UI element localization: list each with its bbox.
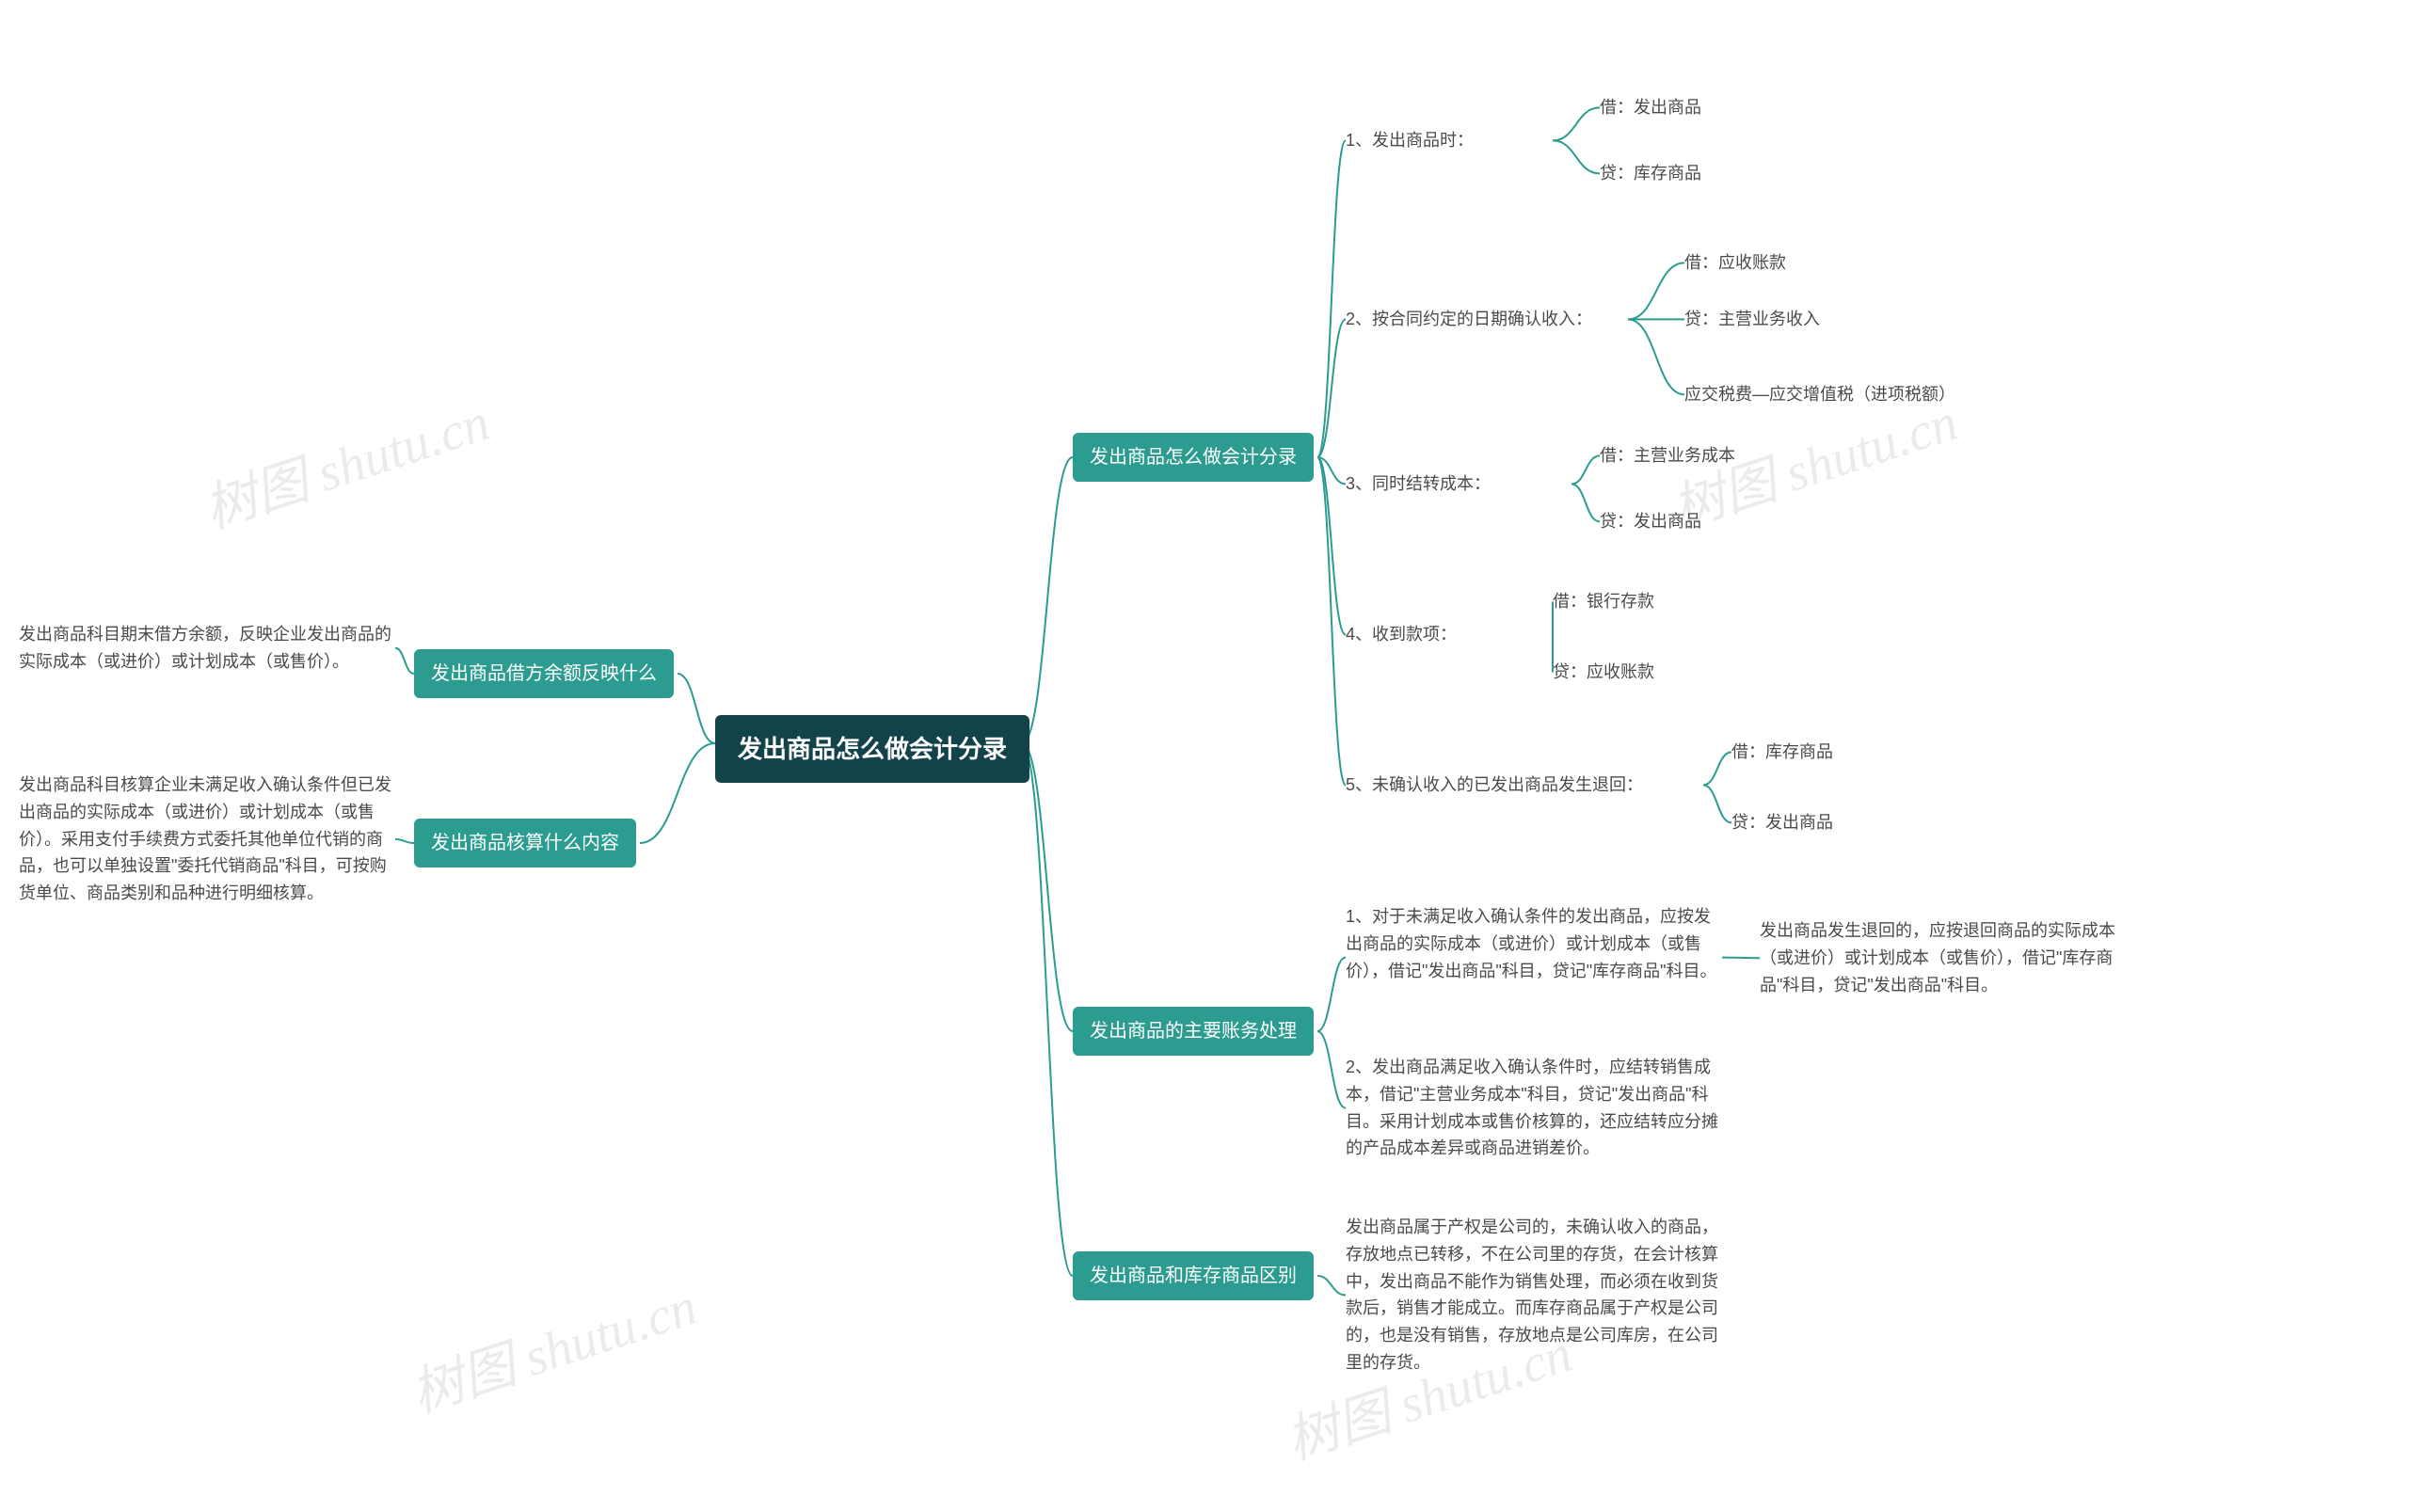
leaf-text: 借：应收账款 [1684,249,1786,277]
branch-node-n_r2[interactable]: 发出商品的主要账务处理 [1073,1007,1314,1056]
leaf-text: 贷：库存商品 [1600,160,1701,187]
edge [1553,107,1600,140]
leaf-text: 发出商品属于产权是公司的，未确认收入的商品，存放地点已转移，不在公司里的存货，在… [1346,1214,1722,1377]
edge [1722,958,1760,959]
edge [1703,785,1731,822]
branch-node-n_left2[interactable]: 发出商品核算什么内容 [414,819,636,867]
leaf-text: 应交税费—应交增值税（进项税额） [1684,381,1955,408]
edge [1317,140,1346,457]
edge [1022,743,1073,1276]
edge [1703,752,1731,785]
edge [1571,484,1600,521]
edge [1022,743,1073,1031]
leaf-text: 发出商品科目核算企业未满足收入确认条件但已发出商品的实际成本（或进价）或计划成本… [19,772,395,907]
leaf-text: 4、收到款项： [1346,621,1457,648]
edge [1317,319,1346,457]
edge [1317,457,1346,484]
edge [640,743,715,843]
edge [1317,1276,1346,1295]
leaf-text: 5、未确认收入的已发出商品发生退回： [1346,772,1643,799]
leaf-text: 贷：主营业务收入 [1684,306,1820,333]
leaf-text: 发出商品发生退回的，应按退回商品的实际成本（或进价）或计划成本（或售价），借记"… [1760,917,2136,998]
leaf-text: 2、发出商品满足收入确认条件时，应结转销售成本，借记"主营业务成本"科目，贷记"… [1346,1054,1722,1162]
leaf-text: 借：银行存款 [1553,588,1654,615]
branch-node-n_left1[interactable]: 发出商品借方余额反映什么 [414,649,674,698]
edge [1317,958,1346,1031]
watermark: 树图 shutu.cn [193,379,498,543]
leaf-text: 1、发出商品时： [1346,127,1474,154]
edge [1553,140,1600,173]
branch-node-n_r3[interactable]: 发出商品和库存商品区别 [1073,1251,1314,1300]
leaf-text: 贷：应收账款 [1553,659,1654,686]
leaf-text: 借：主营业务成本 [1600,442,1735,470]
leaf-text: 借：库存商品 [1731,739,1833,766]
edge [395,648,414,674]
edge [678,674,715,743]
root-node[interactable]: 发出商品怎么做会计分录 [715,715,1029,783]
edge [1571,455,1600,484]
mindmap-canvas: { "colors": { "root_bg": "#12434a", "bra… [0,0,2409,1512]
leaf-text: 2、按合同约定的日期确认收入： [1346,306,1592,333]
leaf-text: 1、对于未满足收入确认条件的发出商品，应按发出商品的实际成本（或进价）或计划成本… [1346,903,1722,984]
leaf-text: 借：发出商品 [1600,94,1701,121]
edge [1317,457,1346,785]
leaf-text: 3、同时结转成本： [1346,470,1491,498]
edge [1022,457,1073,743]
edge [395,839,414,843]
watermark: 树图 shutu.cn [400,1264,705,1427]
leaf-text: 发出商品科目期末借方余额，反映企业发出商品的实际成本（或进价）或计划成本（或售价… [19,621,395,676]
edge [1317,1031,1346,1108]
leaf-text: 贷：发出商品 [1731,809,1833,836]
edge [1317,457,1346,634]
leaf-text: 贷：发出商品 [1600,508,1701,535]
edge [1628,263,1684,319]
branch-node-n_r1[interactable]: 发出商品怎么做会计分录 [1073,433,1314,482]
edge [1628,319,1684,394]
